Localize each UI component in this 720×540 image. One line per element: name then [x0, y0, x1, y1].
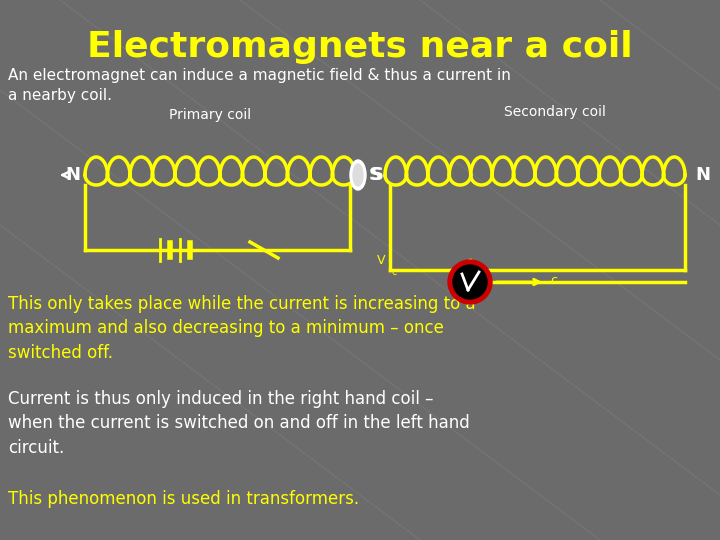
Ellipse shape [353, 164, 363, 186]
Text: This phenomenon is used in transformers.: This phenomenon is used in transformers. [8, 490, 359, 508]
Text: Primary coil: Primary coil [169, 108, 251, 122]
Text: Current is thus only induced in the right hand coil –
when the current is switch: Current is thus only induced in the righ… [8, 390, 469, 457]
Circle shape [453, 265, 487, 299]
Text: V: V [377, 253, 385, 267]
Text: S: S [371, 166, 384, 184]
Text: N: N [66, 166, 81, 184]
Ellipse shape [350, 160, 366, 190]
Text: S: S [369, 166, 382, 184]
Text: a nearby coil.: a nearby coil. [8, 88, 112, 103]
Text: c: c [550, 273, 557, 287]
Text: This only takes place while the current is increasing to a
maximum and also decr: This only takes place while the current … [8, 295, 476, 362]
Text: N: N [696, 166, 711, 184]
Text: c: c [392, 267, 397, 277]
Text: Electromagnets near a coil: Electromagnets near a coil [87, 30, 633, 64]
Text: An electromagnet can induce a magnetic field & thus a current in: An electromagnet can induce a magnetic f… [8, 68, 511, 83]
Text: Secondary coil: Secondary coil [504, 105, 606, 119]
Circle shape [448, 260, 492, 304]
